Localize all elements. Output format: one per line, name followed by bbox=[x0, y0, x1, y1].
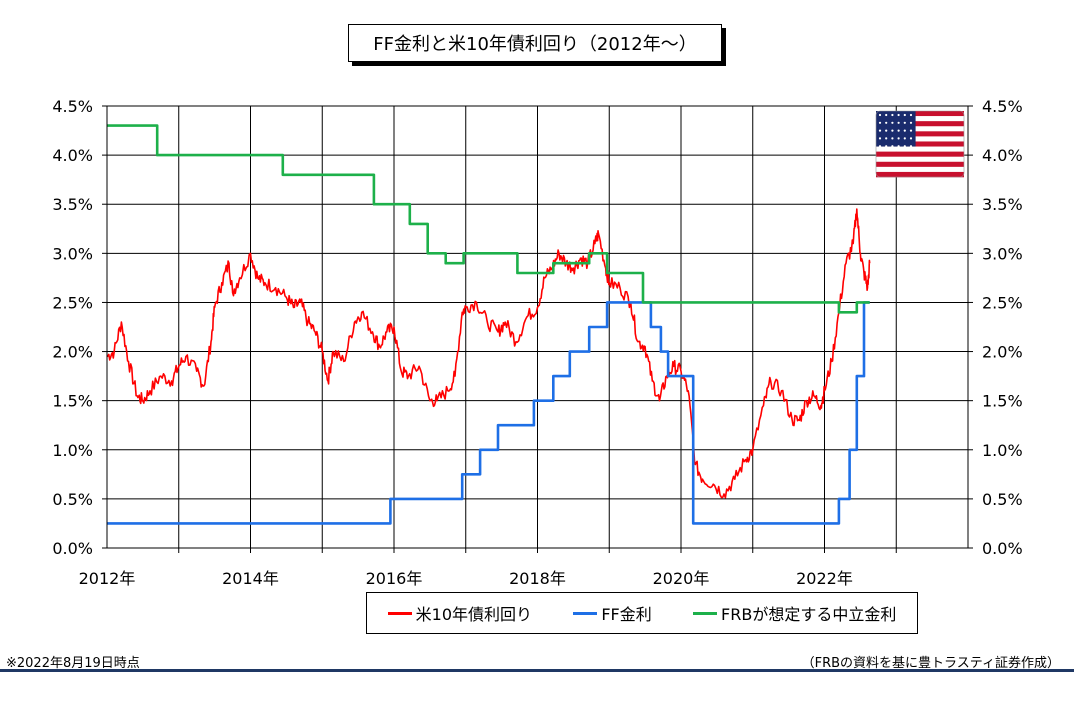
series-line-2 bbox=[107, 124, 870, 314]
y-tick-label-left: 1.0% bbox=[52, 441, 93, 460]
flag-star bbox=[891, 113, 894, 117]
y-tick-label-left: 2.5% bbox=[52, 293, 93, 312]
us-flag-icon bbox=[875, 110, 965, 178]
y-tick-label-left: 3.5% bbox=[52, 195, 93, 214]
x-tick-label: 2014年 bbox=[222, 569, 279, 588]
x-tick-label: 2016年 bbox=[366, 569, 423, 588]
y-tick-label-left: 0.5% bbox=[52, 490, 93, 509]
y-tick-label-right: 1.0% bbox=[982, 441, 1023, 460]
y-tick-label-right: 3.5% bbox=[982, 195, 1023, 214]
legend-item-ff: FF金利 bbox=[573, 601, 652, 625]
flag-star bbox=[903, 137, 906, 140]
series-line-1 bbox=[107, 301, 870, 525]
flag-star bbox=[897, 145, 900, 148]
y-tick-label-right: 4.5% bbox=[982, 97, 1023, 116]
y-tick-label-left: 4.5% bbox=[52, 97, 93, 116]
flag-star bbox=[909, 113, 913, 117]
flag-stripe bbox=[876, 151, 964, 157]
legend-label-10y: 米10年債利回り bbox=[415, 605, 533, 624]
flag-star bbox=[885, 129, 888, 132]
flag-star bbox=[891, 121, 894, 124]
flag-stripe bbox=[876, 136, 964, 142]
flag-star bbox=[909, 129, 913, 132]
flag-star bbox=[891, 129, 894, 132]
y-tick-label-right: 3.0% bbox=[982, 244, 1023, 263]
flag-stripe bbox=[876, 131, 964, 137]
flag-stripe bbox=[876, 116, 964, 122]
x-tick-label: 2012年 bbox=[79, 569, 136, 588]
y-tick-label-right: 0.5% bbox=[982, 490, 1023, 509]
flag-star bbox=[903, 145, 906, 148]
legend-label-neutral: FRBが想定する中立金利 bbox=[721, 605, 897, 624]
flag-star bbox=[878, 113, 882, 117]
flag-star bbox=[878, 129, 882, 132]
flag-stripe bbox=[876, 161, 964, 168]
flag-star bbox=[903, 121, 906, 124]
series-line-0 bbox=[107, 208, 871, 499]
flag-stripe bbox=[876, 156, 964, 163]
y-tick-label-right: 2.5% bbox=[982, 293, 1023, 312]
legend-item-neutral: FRBが想定する中立金利 bbox=[693, 601, 896, 625]
legend-swatch-ff bbox=[573, 611, 598, 615]
flag-star bbox=[909, 137, 913, 140]
x-tick-label: 2022年 bbox=[796, 569, 853, 588]
flag-stripe bbox=[876, 111, 964, 117]
y-tick-label-left: 4.0% bbox=[52, 146, 93, 165]
flag-star bbox=[897, 113, 900, 117]
flag-star bbox=[885, 137, 888, 140]
date-note: ※2022年8月19日時点 bbox=[6, 656, 140, 671]
flag-star bbox=[891, 137, 894, 140]
y-tick-label-left: 2.0% bbox=[52, 343, 93, 362]
flag-star bbox=[897, 129, 900, 132]
flag-star bbox=[878, 137, 882, 140]
flag-star bbox=[885, 145, 888, 148]
y-tick-label-left: 0.0% bbox=[52, 539, 93, 558]
x-tick-label: 2018年 bbox=[509, 569, 566, 588]
chart-grid bbox=[107, 105, 968, 548]
y-tick-label-right: 2.0% bbox=[982, 343, 1023, 362]
source-note: （FRBの資料を基に豊トラスティ証券作成） bbox=[801, 656, 1060, 671]
legend-swatch-neutral bbox=[693, 611, 718, 615]
flag-star bbox=[885, 121, 888, 124]
legend-label-ff: FF金利 bbox=[601, 605, 652, 624]
flag-star bbox=[878, 121, 882, 124]
flag-star bbox=[909, 145, 913, 148]
flag-stripe bbox=[876, 171, 964, 178]
x-tick-label: 2020年 bbox=[653, 569, 710, 588]
flag-star bbox=[903, 129, 906, 132]
flag-stripe bbox=[876, 166, 964, 173]
flag-star bbox=[891, 145, 894, 148]
flag-star bbox=[878, 145, 882, 148]
flag-canton bbox=[876, 111, 916, 147]
flag-star bbox=[897, 137, 900, 140]
chart-legend: 米10年債利回り FF金利 FRBが想定する中立金利 bbox=[366, 592, 918, 634]
flag-star bbox=[903, 113, 906, 117]
chart-series bbox=[107, 124, 871, 525]
flag-stripe bbox=[876, 126, 964, 132]
legend-item-10y: 米10年債利回り bbox=[387, 601, 533, 625]
flag-star bbox=[909, 121, 913, 124]
flag-star bbox=[897, 121, 900, 124]
chart-axes: 0.0% 0.0% 0.5% 0.5% 1.0% 1.0% 1.5% 1.5% 2.0% 2.0%… bbox=[52, 97, 1022, 588]
y-tick-label-right: 4.0% bbox=[982, 146, 1023, 165]
y-tick-label-right: 1.5% bbox=[982, 392, 1023, 411]
y-tick-label-right: 0.0% bbox=[982, 539, 1023, 558]
chart-title: FF金利と米10年債利回り（2012年～） bbox=[348, 24, 722, 62]
flag-stripe bbox=[876, 141, 964, 147]
y-tick-label-left: 3.0% bbox=[52, 244, 93, 263]
legend-swatch-10y bbox=[387, 611, 412, 615]
bottom-rule bbox=[0, 669, 1074, 672]
flag-stripe bbox=[876, 146, 964, 152]
flag-stripe bbox=[876, 121, 964, 127]
flag-border bbox=[875, 110, 965, 178]
y-tick-label-left: 1.5% bbox=[52, 392, 93, 411]
flag-star bbox=[885, 113, 888, 117]
